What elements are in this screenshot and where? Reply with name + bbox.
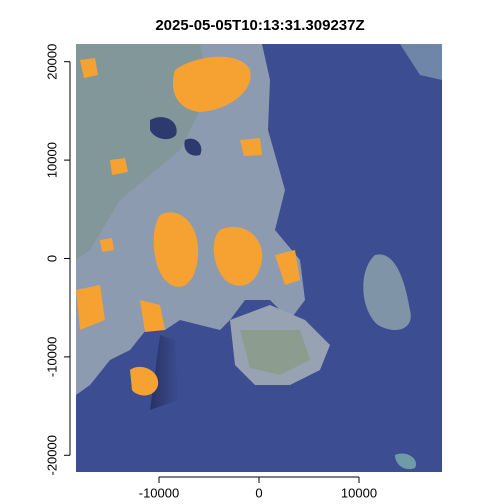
satellite-image xyxy=(76,44,442,472)
y-tick-label: -10000 xyxy=(44,337,59,377)
x-tick-label: -10000 xyxy=(139,485,179,500)
y-tick-label: 20000 xyxy=(44,44,59,80)
y-tick-label: 10000 xyxy=(44,142,59,178)
y-tick-label: -20000 xyxy=(44,435,59,475)
chart-title: 2025-05-05T10:13:31.309237Z xyxy=(155,17,364,34)
x-tick-label: 10000 xyxy=(341,485,377,500)
y-tick-label: 0 xyxy=(44,255,59,262)
x-tick-label: 0 xyxy=(255,485,262,500)
